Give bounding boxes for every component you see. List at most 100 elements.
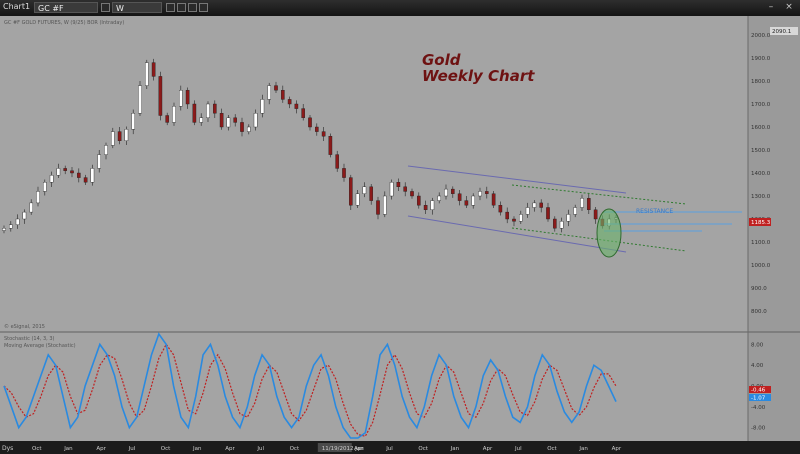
osc-badge-blue-bg [749,394,771,401]
candle [444,184,448,200]
time-label: Jul [385,446,393,452]
candle [97,150,101,173]
candle [417,192,421,209]
candle [267,82,272,105]
candle [389,179,394,200]
candle [226,115,231,131]
price-label: 1100.0 [751,240,771,246]
candle [151,58,156,81]
settings-icon[interactable] [188,3,197,12]
candle [90,164,95,186]
price-pane [0,16,748,332]
candle [451,186,455,198]
oscillator-fast-line [3,332,617,439]
candle [274,81,278,93]
candle [437,192,442,204]
zoom-icon[interactable] [177,3,186,12]
link-icon[interactable] [101,3,110,12]
candle [294,100,299,114]
candle [328,133,333,158]
time-label: Apr [225,446,235,452]
candle [512,216,516,227]
candle [138,81,142,116]
candle [464,196,469,208]
time-label: Oct [32,446,42,452]
candle [172,102,176,126]
close-button[interactable]: × [785,2,793,12]
candle [593,207,598,224]
candle [539,199,543,213]
oscillator-level-label: 4.00 [751,363,764,369]
time-label: Jan [192,446,202,452]
price-label: 1400.0 [751,171,771,177]
candle [104,142,108,160]
osc-badge-red: -0.46 [751,388,766,394]
candle [342,163,346,182]
time-labels: Oct Jan Apr Jul Oct Jan Apr Jul Oct 11/19/2012 Ja… [32,443,622,452]
time-label: Oct [290,446,300,452]
candle [15,214,20,229]
time-axis [0,441,800,454]
time-label: Oct [547,446,557,452]
candlestick-series [2,58,618,234]
candle [2,225,6,234]
candle [8,221,13,232]
time-label: Jan [578,446,588,452]
candle [396,178,401,191]
candle [369,184,374,205]
time-label: Jan [63,446,73,452]
draw-tool-icon[interactable] [166,3,175,12]
price-label: 1900.0 [751,56,771,62]
candle [165,112,170,126]
time-label: Apr [483,446,493,452]
time-label: Jul [514,446,522,452]
chart-tab-label[interactable]: Chart1 [3,2,31,11]
tools-icon[interactable] [199,3,208,12]
candle [56,163,61,179]
chart-title-line2: Weekly Chart [422,67,535,85]
candle [349,174,353,211]
candle [478,187,482,201]
highlight-ellipse [596,208,622,258]
candle [410,188,414,199]
candle [246,124,251,135]
candle [566,209,571,227]
candle [281,85,285,103]
interval-field[interactable]: W [112,2,162,13]
top-price-badge-bg [770,27,798,35]
candle [124,126,129,145]
candle [423,200,428,214]
candle [587,193,591,214]
oscillator-level-label: -4.00 [751,405,766,411]
price-label: 900.0 [751,286,767,292]
candle [491,190,496,208]
price-label: 1500.0 [751,148,771,154]
symbol-field[interactable]: GC #F [34,2,98,13]
interval-label[interactable]: Dys [2,445,13,452]
candle [308,115,312,131]
price-label: 1000.0 [751,263,771,269]
minimize-button[interactable]: – [768,2,774,12]
candle [498,201,503,216]
time-label: Oct [418,446,428,452]
candle [559,217,564,233]
price-label: 1700.0 [751,102,771,108]
green-trend-lower [511,227,687,252]
candle [580,194,584,211]
time-label: Jul [128,446,136,452]
time-label: Apr [96,446,106,452]
channel-upper-line [407,165,627,194]
candle [335,150,340,172]
candle [29,199,34,215]
candle [546,202,550,222]
price-label: 1600.0 [751,125,771,131]
candle [22,209,27,224]
candle [158,71,163,121]
candle [83,174,88,185]
candle [131,109,136,135]
time-label: 11/19/2012 Jan [322,446,364,452]
oscillator-level-label: 8.00 [751,342,764,348]
candle [36,186,40,207]
last-price-badge: 1185.3 [751,220,771,226]
